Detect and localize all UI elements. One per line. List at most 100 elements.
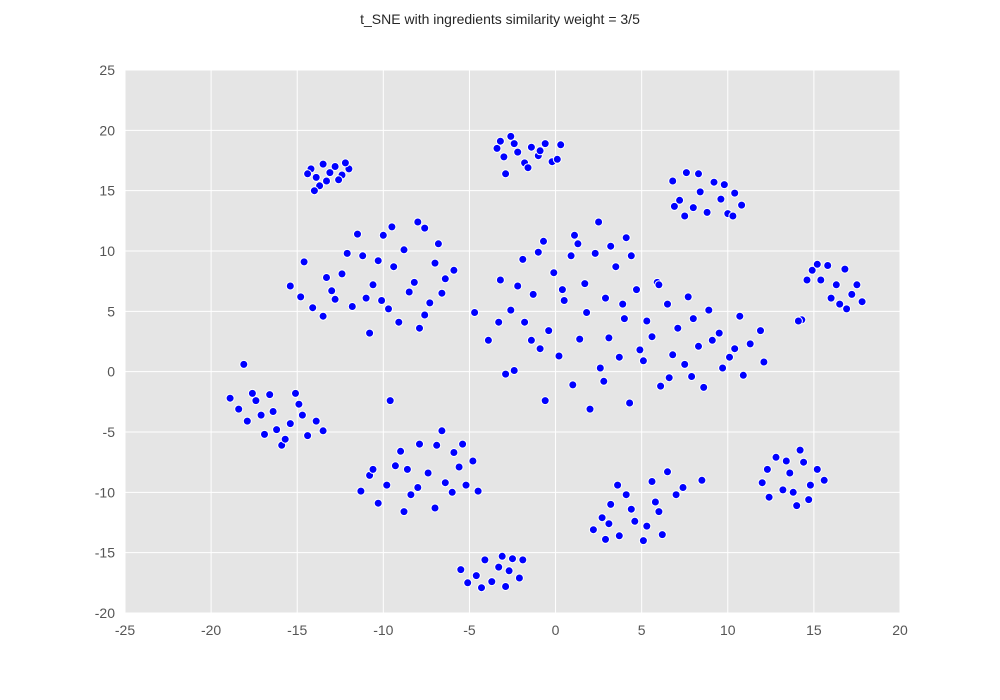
data-point	[756, 326, 765, 336]
data-point	[303, 169, 313, 179]
data-point	[413, 483, 423, 492]
data-point	[280, 434, 290, 444]
data-point	[513, 281, 523, 291]
data-point	[757, 478, 767, 488]
data-point	[601, 534, 610, 544]
data-point	[778, 485, 788, 495]
data-point	[506, 131, 516, 141]
data-point	[311, 172, 321, 182]
x-tick-label: 5	[638, 622, 646, 638]
data-point	[585, 404, 595, 414]
y-tick-label: 5	[107, 303, 115, 319]
data-point	[632, 285, 641, 295]
data-point	[361, 293, 371, 303]
data-point	[471, 571, 481, 581]
data-point	[404, 287, 414, 297]
data-point	[432, 440, 442, 450]
data-point	[654, 280, 664, 290]
data-point	[804, 495, 814, 505]
data-point	[430, 503, 440, 513]
data-point	[268, 407, 278, 416]
data-point	[285, 281, 295, 291]
data-point	[595, 363, 605, 373]
data-point	[477, 583, 486, 593]
data-point	[495, 275, 505, 285]
data-point	[499, 152, 509, 162]
data-point	[606, 499, 616, 509]
data-point	[647, 332, 657, 342]
data-point	[526, 142, 536, 152]
data-point	[347, 302, 357, 311]
data-point	[604, 333, 614, 343]
data-point	[852, 280, 862, 290]
y-axis-ticks: -20 -15 -10 -5 0 5 10 15 20 25	[95, 62, 115, 621]
data-point	[463, 578, 473, 588]
data-point	[420, 310, 430, 320]
data-point	[831, 280, 841, 290]
data-point	[842, 304, 852, 314]
data-point	[557, 285, 567, 295]
data-point	[807, 265, 817, 275]
data-point	[792, 501, 802, 511]
data-point	[509, 366, 519, 375]
data-point	[568, 380, 578, 390]
data-point	[552, 154, 562, 164]
data-point	[788, 487, 798, 497]
data-point	[430, 258, 440, 268]
data-point	[454, 462, 464, 472]
data-point	[480, 555, 490, 565]
data-point	[396, 446, 406, 456]
data-point	[535, 146, 545, 156]
data-point	[613, 480, 623, 490]
data-point	[694, 341, 703, 351]
data-point	[526, 335, 536, 345]
data-point	[647, 477, 657, 486]
data-point	[495, 136, 505, 146]
data-point	[239, 359, 249, 369]
data-point	[663, 299, 672, 309]
data-point	[308, 303, 318, 313]
data-point	[504, 566, 514, 576]
data-point	[781, 456, 791, 466]
data-point	[626, 504, 636, 514]
x-tick-label: -15	[287, 622, 307, 638]
data-point	[590, 248, 600, 258]
data-point	[518, 555, 528, 565]
data-point	[322, 176, 331, 186]
data-point	[299, 257, 309, 267]
data-point	[805, 480, 815, 490]
data-point	[719, 180, 729, 190]
data-point	[337, 269, 347, 279]
x-tick-label: -5	[463, 622, 476, 638]
data-point	[675, 195, 685, 205]
data-point	[802, 275, 812, 285]
data-point	[509, 139, 519, 149]
data-point	[440, 274, 450, 284]
x-axis-ticks: -25 -20 -15 -10 -5 0 5 10 15 20	[115, 622, 908, 638]
x-tick-label: 10	[720, 622, 736, 638]
data-point	[826, 293, 836, 303]
data-point	[573, 239, 583, 249]
data-point	[260, 429, 269, 439]
data-point	[683, 292, 693, 302]
x-tick-label: 15	[806, 622, 822, 638]
data-point	[423, 468, 433, 478]
data-point	[559, 296, 569, 305]
data-point	[697, 475, 707, 485]
data-point	[322, 273, 331, 282]
x-tick-label: 20	[892, 622, 908, 638]
data-point	[415, 323, 424, 333]
data-point	[695, 187, 705, 197]
data-point	[544, 326, 554, 336]
data-point	[714, 328, 724, 338]
data-point	[225, 393, 235, 403]
data-point	[242, 416, 252, 426]
data-point	[638, 356, 648, 366]
data-point	[497, 551, 507, 561]
data-point	[449, 265, 459, 275]
data-point	[707, 335, 717, 345]
y-tick-label: 20	[99, 122, 115, 138]
data-point	[368, 280, 378, 290]
data-point	[234, 404, 244, 414]
y-tick-label: -10	[95, 484, 115, 500]
